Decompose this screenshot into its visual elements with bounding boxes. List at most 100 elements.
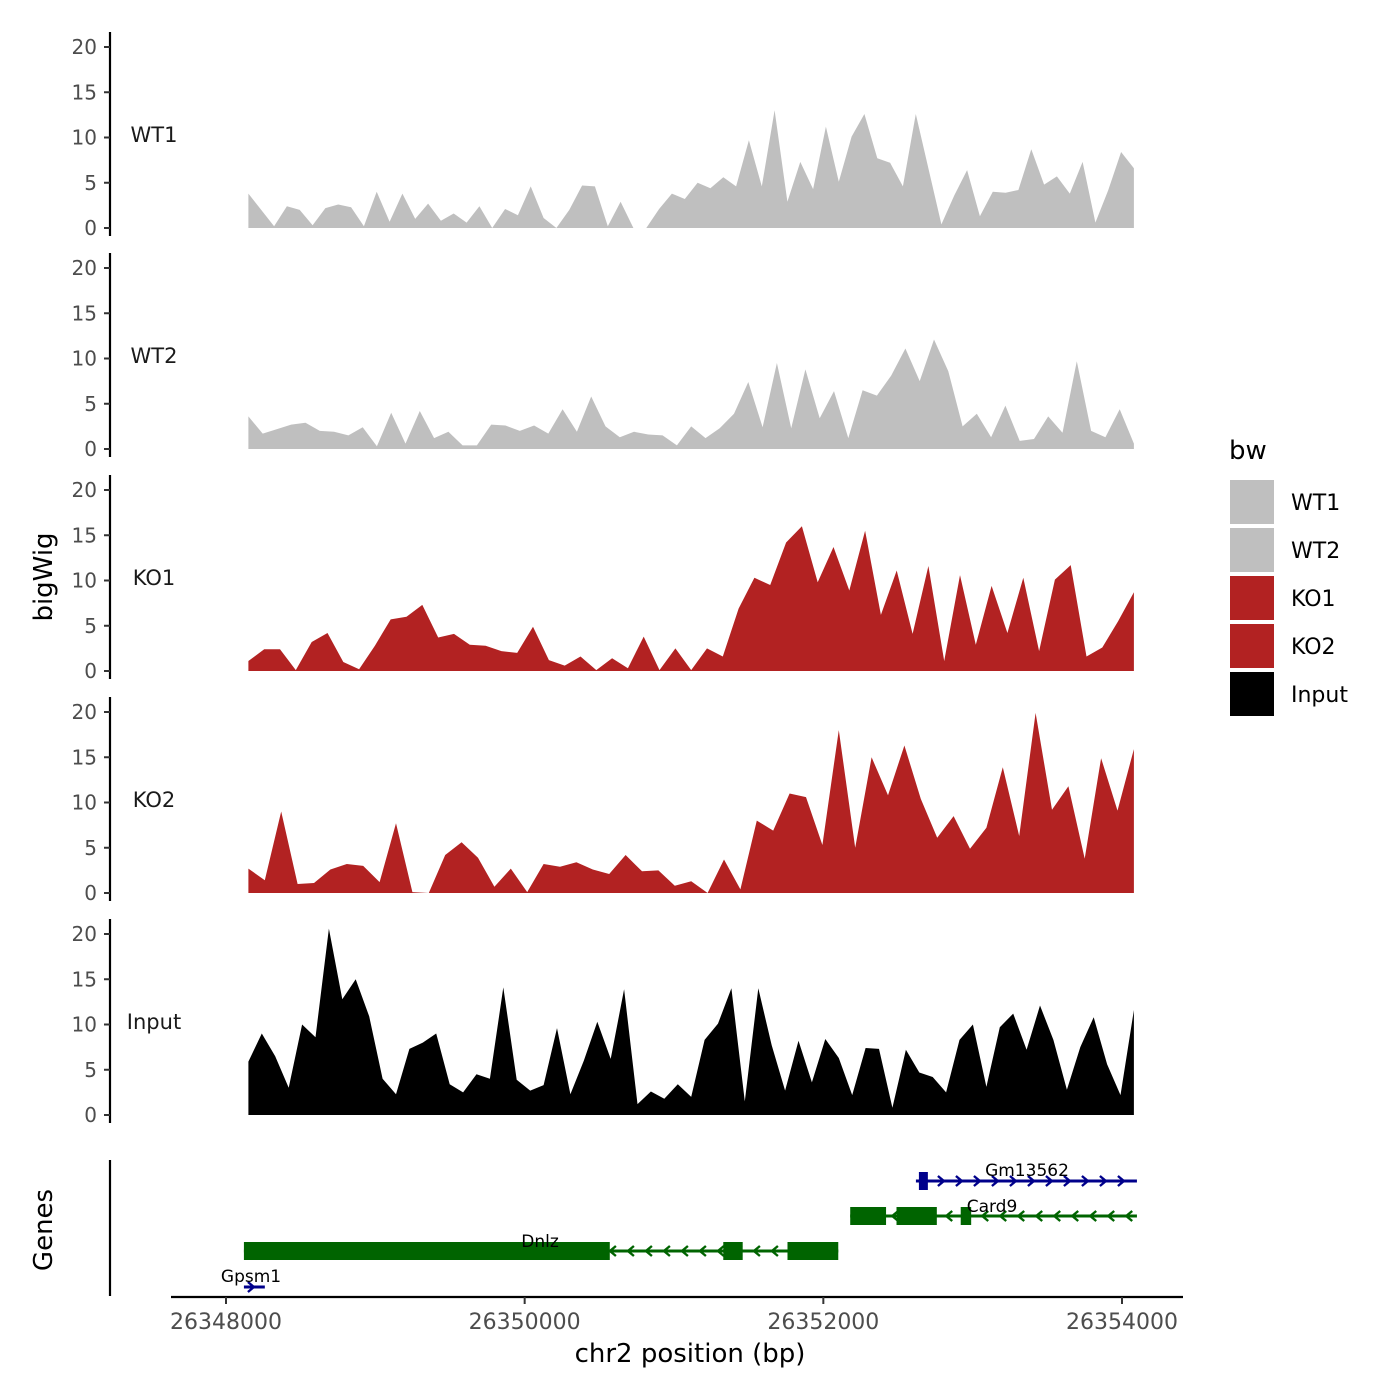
track-label: KO1 [133,566,176,590]
y-tick-label: 20 [72,256,97,280]
track-panel-input: 0 5 10 15 20 Input [72,919,1134,1127]
strand-arrow [1052,1210,1061,1222]
gene-gpsm1: Gpsm1 [221,1267,281,1293]
x-tick-label: 26348000 [170,1310,282,1335]
y-tick-label: 15 [72,745,97,769]
gene-exon [896,1207,937,1225]
gene-label: Gm13562 [985,1161,1069,1181]
coverage-area-ko2 [248,712,1134,893]
strand-arrow [937,1175,946,1187]
strand-arrow [890,1210,899,1222]
strand-arrow [980,1210,989,1222]
genes-track: Gm13562 Card9 Dnlz Gpsm1 [108,1160,1137,1296]
y-tick-label: 5 [84,1058,97,1082]
coverage-area-input [248,928,1134,1115]
track-panel-wt2: 0 5 10 15 20 WT2 [72,253,1134,461]
legend-label: WT2 [1291,539,1340,564]
strand-arrow [1027,1175,1036,1187]
strand-arrow [1063,1175,1072,1187]
legend-entry-ko2: KO2 [1230,624,1336,668]
strand-arrow [698,1245,707,1257]
strand-arrow [1124,1210,1133,1222]
gene-exon [723,1242,743,1260]
y-tick-label: 20 [72,35,97,59]
gene-label: Card9 [967,1197,1018,1217]
x-tick-label: 26352000 [767,1310,879,1335]
legend-swatch [1230,480,1274,524]
y-tick-label: 0 [84,216,97,240]
gene-exon [787,1242,839,1260]
gene-card9: Card9 [850,1197,1137,1225]
legend-swatch [1230,576,1274,620]
strand-arrow [1009,1175,1018,1187]
track-panel-ko1: 0 5 10 15 20 KO1 [72,475,1134,683]
track-label: Input [127,1010,181,1034]
strand-arrow [680,1245,689,1257]
legend-swatch [1230,672,1274,716]
legend-label: KO2 [1291,635,1336,660]
strand-arrow [944,1210,953,1222]
y-tick-label: 20 [72,922,97,946]
strand-arrow [1034,1210,1043,1222]
x-axis-title: chr2 position (bp) [575,1339,806,1369]
strand-arrow [955,1175,964,1187]
y-tick-label: 0 [84,437,97,461]
strand-arrow [1016,1210,1025,1222]
y-tick-label: 5 [84,614,97,638]
coverage-area-wt2 [248,339,1134,449]
strand-arrow [644,1245,653,1257]
legend-entry-ko1: KO1 [1230,576,1336,620]
gene-exon [960,1207,972,1225]
strand-arrow [973,1175,982,1187]
gene-label: Gpsm1 [221,1267,281,1287]
strand-arrow [716,1245,725,1257]
y-tick-label: 10 [72,1013,97,1037]
bigwig-panels: 0 5 10 15 20 WT1 0 5 10 15 20 WT2 0 5 10 15 20 KO1 0 5 10 15 2… [72,32,1134,1127]
gene-exon [243,1242,610,1260]
track-label: KO2 [133,788,176,812]
legend-label: WT1 [1291,491,1340,516]
y-tick-label: 5 [84,836,97,860]
strand-arrow [998,1210,1007,1222]
track-panel-ko2: 0 5 10 15 20 KO2 [72,697,1134,905]
track-label: WT2 [131,344,178,368]
gene-exon [918,1172,928,1190]
y-tick-label: 15 [72,80,97,104]
y-tick-label: 5 [84,392,97,416]
strand-arrow [1099,1175,1108,1187]
y-tick-label: 10 [72,347,97,371]
y-axis-title: bigWig [29,532,59,621]
y-tick-label: 20 [72,700,97,724]
legend-swatch [1230,624,1274,668]
strand-arrow [662,1245,671,1257]
track-panel-wt1: 0 5 10 15 20 WT1 [72,32,1134,240]
y-tick-label: 10 [72,791,97,815]
gene-gm13562: Gm13562 [915,1161,1137,1190]
strand-arrow [1117,1175,1126,1187]
strand-arrow [770,1245,779,1257]
strand-arrow [1106,1210,1115,1222]
y-tick-label: 15 [72,523,97,547]
y-tick-label: 0 [84,881,97,905]
strand-arrow [247,1281,256,1293]
legend-entry-wt2: WT2 [1230,528,1340,572]
gene-exon [850,1207,887,1225]
y-tick-label: 5 [84,171,97,195]
gene-label: Dnlz [521,1232,559,1252]
x-tick-label: 26350000 [469,1310,581,1335]
strand-arrow [626,1245,635,1257]
legend-swatch [1230,528,1274,572]
strand-arrow [1081,1175,1090,1187]
x-axis: 26348000 26350000 26352000 26354000 [170,1295,1183,1335]
y-tick-label: 15 [72,301,97,325]
strand-arrow [752,1245,761,1257]
legend-label: Input [1291,683,1348,708]
x-tick-label: 26354000 [1066,1310,1178,1335]
legend-entry-input: Input [1230,672,1348,716]
legend-title: bw [1229,436,1267,466]
y-tick-label: 10 [72,569,97,593]
strand-arrow [991,1175,1000,1187]
genes-track-title: Genes [29,1189,59,1271]
y-tick-label: 10 [72,126,97,150]
